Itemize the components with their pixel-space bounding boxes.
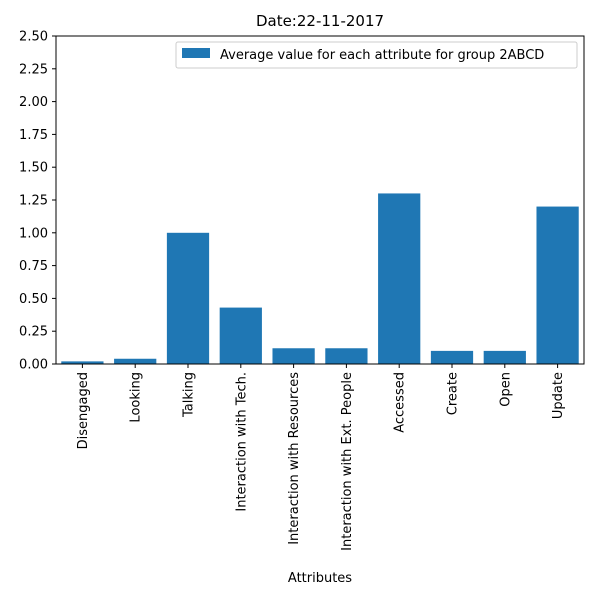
y-tick-label: 0.25 [19,325,48,340]
x-tick-label: Interaction with Tech. [234,372,249,512]
legend-swatch [182,48,210,58]
y-tick-label: 0.50 [19,292,48,307]
bar-interaction-with-tech [219,307,262,364]
plot-frame [55,35,585,365]
legend-box [175,41,578,69]
y-axis: 0.00 0.25 0.50 0.75 1.00 1.25 1.50 1.75 2.00 2.25… [19,30,56,373]
y-tick-label: 1.50 [19,161,48,176]
bar-interaction-with-ext-people [325,348,368,364]
x-axis-label: Attributes [288,571,352,586]
x-tick-label: Open [498,372,513,407]
x-tick-label: Update [551,372,566,419]
x-tick-label: Create [446,372,461,415]
y-tick-label: 0.75 [19,259,48,274]
x-tick-label: Talking [182,372,197,418]
y-tick-label: 1.00 [19,226,48,241]
bars [61,193,579,364]
chart-title: Date:22-11-2017 [256,12,384,30]
y-tick-label: 1.25 [19,194,48,209]
y-tick-label: 1.75 [19,128,48,143]
bar-looking [114,358,157,364]
x-tick-label: Interaction with Resources [287,372,302,545]
y-tick-label: 2.50 [19,30,48,45]
bar-open [483,350,526,364]
legend: Average value for each attribute for gro… [175,41,578,69]
legend-label: Average value for each attribute for gro… [220,48,544,63]
x-tick-label: Looking [129,372,144,423]
bar-talking [166,232,210,364]
x-axis: Disengaged Looking Talking Interaction with… [76,364,566,551]
x-tick-label: Accessed [393,372,408,433]
x-tick-label: Disengaged [76,372,91,449]
bar-update [536,206,579,364]
bar-disengaged [61,361,104,364]
y-tick-label: 2.25 [19,62,48,77]
x-tick-label: Interaction with Ext. People [340,372,355,551]
bar-interaction-with-resources [272,348,315,364]
bar-create [430,350,474,364]
y-tick-label: 0.00 [19,358,48,373]
bar-accessed [378,193,421,364]
y-tick-label: 2.00 [19,95,48,110]
